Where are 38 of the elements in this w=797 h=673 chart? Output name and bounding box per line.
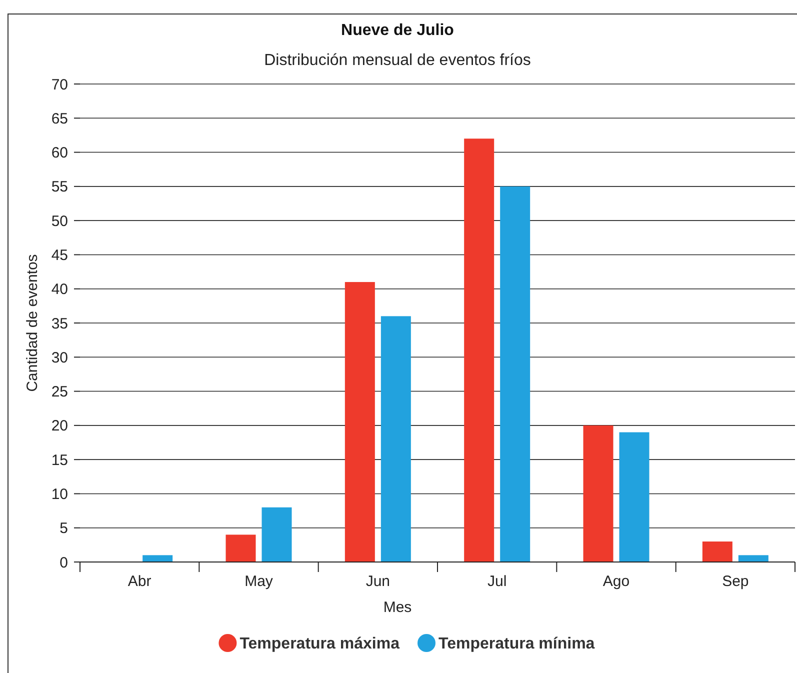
y-tick-label: 5 <box>60 520 68 538</box>
x-tick-label: Sep <box>722 573 749 590</box>
bar <box>464 138 494 562</box>
x-tick-label: Abr <box>128 573 152 590</box>
bar <box>380 316 411 562</box>
bar <box>619 432 650 562</box>
bar <box>738 555 768 562</box>
y-tick-label: 60 <box>51 144 68 162</box>
y-tick-label: 0 <box>60 554 68 572</box>
bar <box>500 186 530 562</box>
bar <box>583 425 614 562</box>
y-tick-label: 65 <box>51 110 68 128</box>
y-tick-label: 55 <box>51 178 68 196</box>
y-tick-label: 45 <box>51 246 68 264</box>
legend-label: Temperatura máxima <box>240 636 400 653</box>
y-tick-label: 35 <box>51 315 68 332</box>
bar <box>142 555 173 562</box>
x-tick-label: Jul <box>487 573 507 590</box>
y-tick-label: 50 <box>51 212 68 230</box>
y-axis-title: Cantidad de eventos <box>24 254 41 392</box>
bar <box>344 282 375 562</box>
x-tick-label: Jun <box>366 573 390 590</box>
y-tick-label: 25 <box>51 384 68 401</box>
y-tick-label: 30 <box>51 349 68 366</box>
x-tick-label: Ago <box>602 573 630 590</box>
bar <box>226 534 256 562</box>
y-tick-label: 70 <box>51 76 68 94</box>
x-axis-title: Mes <box>383 599 412 616</box>
chart-title: Nueve de Julio <box>341 22 454 39</box>
bar <box>702 542 732 562</box>
bar <box>262 507 292 562</box>
y-tick-label: 40 <box>51 281 68 298</box>
legend-label: Temperatura mínima <box>438 636 595 653</box>
y-tick-label: 15 <box>51 452 68 469</box>
y-tick-label: 20 <box>51 418 68 435</box>
chart-subtitle: Distribución mensual de eventos fríos <box>264 52 531 69</box>
x-tick-label: May <box>244 573 274 590</box>
y-tick-label: 10 <box>51 486 68 503</box>
